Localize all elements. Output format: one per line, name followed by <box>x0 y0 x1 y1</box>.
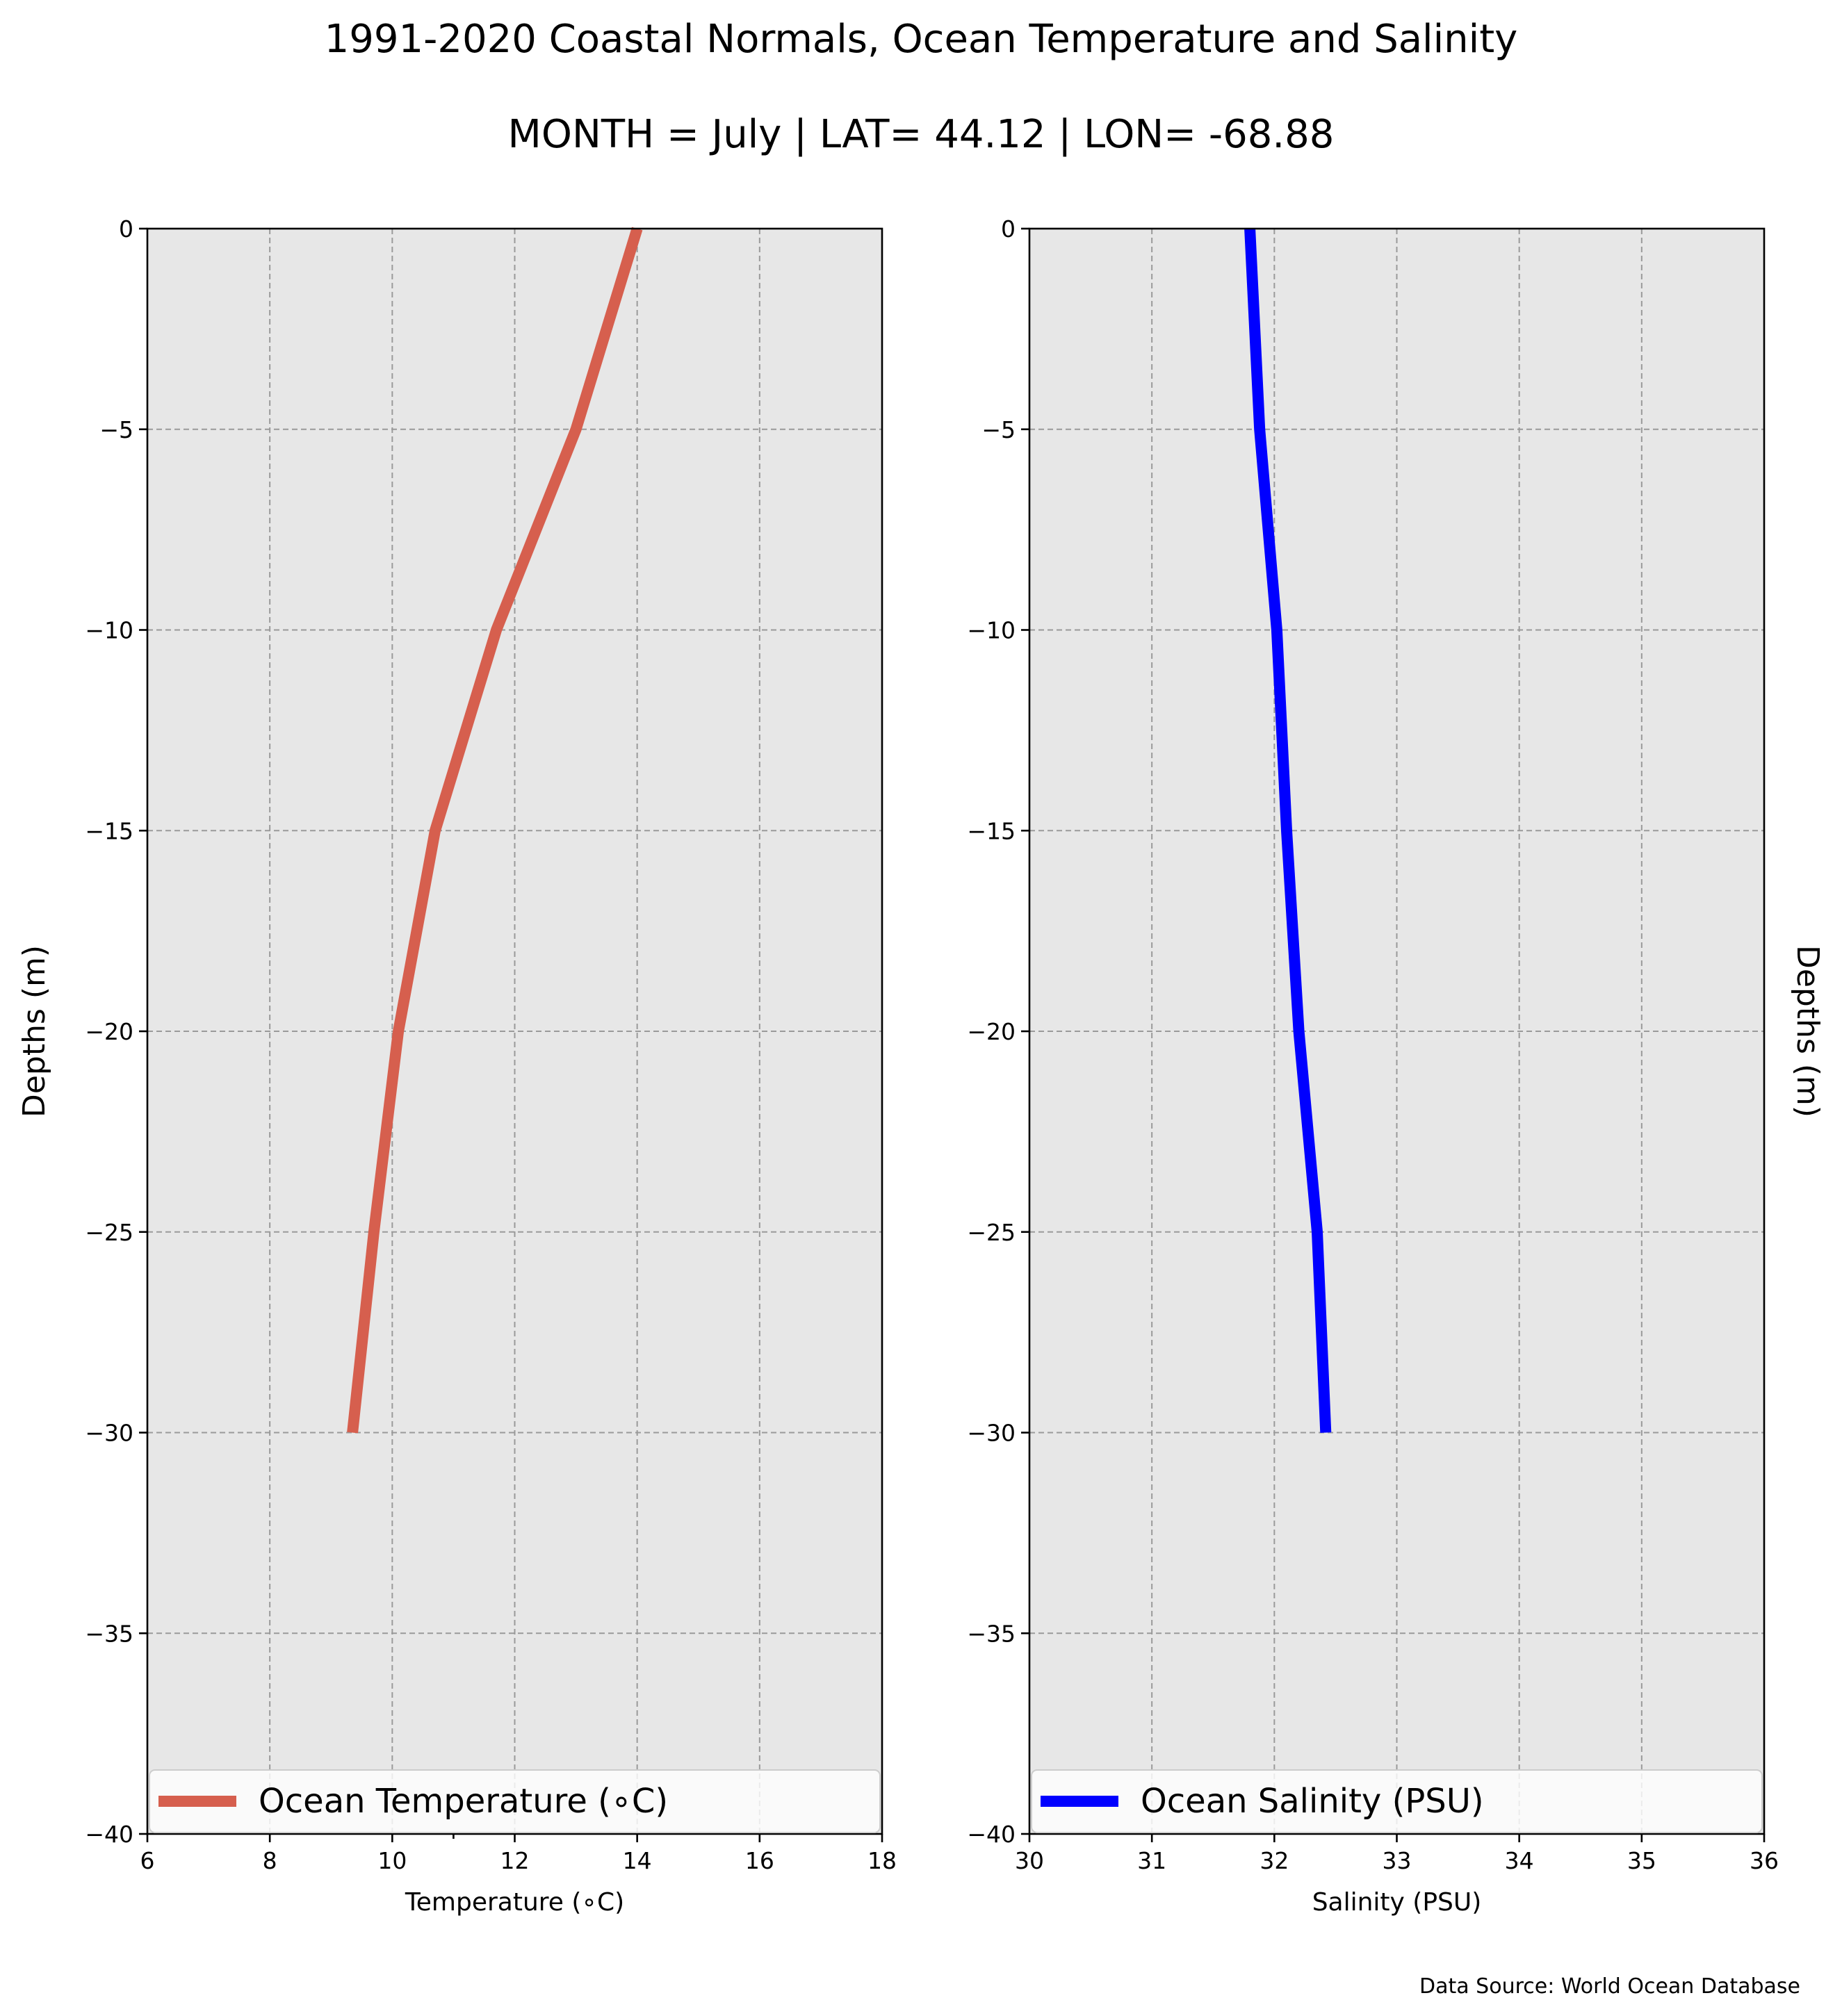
temperature-y-tick-label-6: −30 <box>85 1420 133 1447</box>
temperature-x-tick-label-3: 12 <box>500 1847 530 1874</box>
salinity-x-tick-label-1: 31 <box>1137 1847 1166 1874</box>
temperature-x-tick-label-5: 16 <box>745 1847 774 1874</box>
salinity-y-tick-label-1: −5 <box>981 416 1016 443</box>
salinity-y-tick-label-6: −30 <box>967 1420 1016 1447</box>
temperature-y-tick-label-8: −40 <box>85 1821 133 1848</box>
temperature-y-tick-label-5: −25 <box>85 1219 133 1246</box>
temperature-x-tick-label-0: 6 <box>140 1847 155 1874</box>
salinity-x-tick-label-5: 35 <box>1627 1847 1656 1874</box>
temperature-x-tick-label-1: 8 <box>263 1847 277 1874</box>
temperature-legend-label-0: Ocean Temperature (∘C) <box>259 1782 668 1821</box>
salinity-x-tick-label-2: 32 <box>1260 1847 1289 1874</box>
salinity-x-axis-label: Salinity (PSU) <box>1312 1888 1482 1917</box>
temperature-series-line-0 <box>347 227 643 1434</box>
temperature-y-tick-label-4: −20 <box>85 1018 133 1045</box>
salinity-x-tick-label-3: 33 <box>1383 1847 1412 1874</box>
temperature-x-tick-label-6: 18 <box>867 1847 897 1874</box>
salinity-series-line-0 <box>1244 228 1332 1433</box>
salinity-legend-box <box>1031 1769 1763 1833</box>
temperature-y-tick-label-3: −15 <box>85 817 133 844</box>
salinity-x-tick-label-6: 36 <box>1750 1847 1779 1874</box>
temperature-x-tick-label-2: 10 <box>377 1847 407 1874</box>
temperature-y-tick-label-0: 0 <box>119 215 133 243</box>
temperature-x-tick-label-4: 14 <box>623 1847 652 1874</box>
temperature-y-tick-label-2: −10 <box>85 617 133 644</box>
temperature-x-axis-label: Temperature (∘C) <box>405 1888 624 1917</box>
salinity-legend-label-0: Ocean Salinity (PSU) <box>1141 1782 1484 1821</box>
salinity-y-tick-label-8: −40 <box>967 1821 1016 1848</box>
salinity-x-tick-label-4: 34 <box>1505 1847 1534 1874</box>
figure-title: 1991-2020 Coastal Normals, Ocean Tempera… <box>325 17 1518 62</box>
temperature-legend-box <box>149 1769 881 1833</box>
salinity-y-tick-label-5: −25 <box>967 1219 1016 1246</box>
salinity-y-tick-label-2: −10 <box>967 617 1016 644</box>
temperature-y-axis-label: Depths (m) <box>17 945 52 1117</box>
salinity-y-tick-label-3: −15 <box>967 817 1016 844</box>
temperature-y-tick-label-7: −35 <box>85 1620 133 1647</box>
salinity-y-tick-label-4: −20 <box>967 1018 1016 1045</box>
salinity-y-axis-label: Depths (m) <box>1790 945 1825 1117</box>
temperature-panel: 6 8 10 12 14 16 18 0 −5 −10 −15 −20 −25 −30 −35 −40 Temp… <box>17 215 897 1917</box>
temperature-y-tick-label-1: −5 <box>99 416 133 443</box>
salinity-y-tick-label-0: 0 <box>1001 215 1016 243</box>
salinity-x-tick-label-0: 30 <box>1015 1847 1044 1874</box>
data-source-note: Data Source: World Ocean Database <box>1419 1974 1800 1999</box>
salinity-y-tick-label-7: −35 <box>967 1620 1016 1647</box>
figure-subtitle: MONTH = July | LAT= 44.12 | LON= -68.88 <box>508 112 1335 157</box>
salinity-panel: 30 31 32 33 34 35 36 0 −5 −10 −15 −20 −25 −30 −35 −40 Sa… <box>967 215 1825 1917</box>
